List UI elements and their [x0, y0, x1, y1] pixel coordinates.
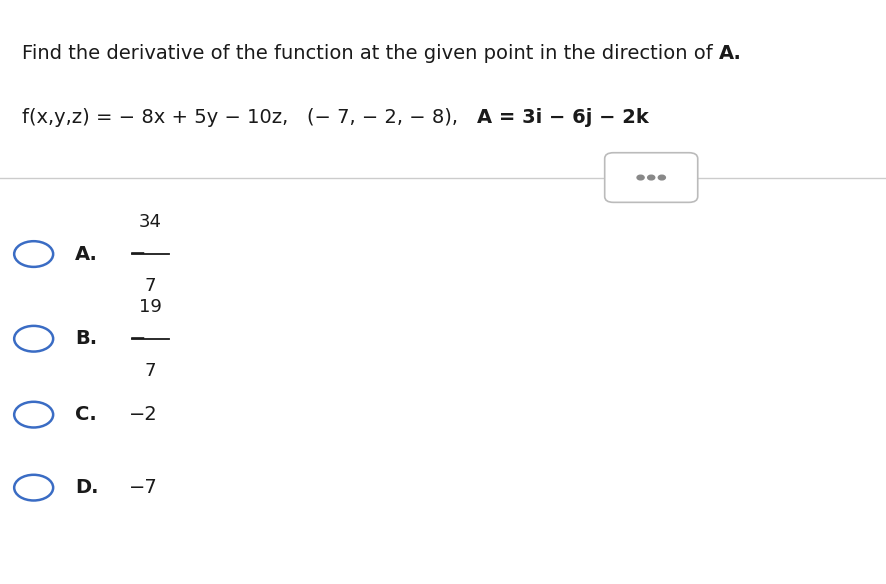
- Text: 34: 34: [139, 213, 162, 231]
- Text: −2: −2: [128, 405, 157, 424]
- Text: A = 3i − 6j − 2k: A = 3i − 6j − 2k: [477, 108, 649, 127]
- Text: A.: A.: [719, 44, 742, 63]
- Text: C.: C.: [75, 405, 97, 424]
- Text: Find the derivative of the function at the given point in the direction of: Find the derivative of the function at t…: [22, 44, 719, 63]
- Text: 19: 19: [139, 298, 162, 315]
- Text: −: −: [128, 329, 146, 349]
- Text: A.: A.: [75, 245, 98, 263]
- Text: B.: B.: [75, 329, 97, 348]
- Circle shape: [658, 175, 665, 180]
- Text: 7: 7: [144, 277, 156, 295]
- Text: 7: 7: [144, 362, 156, 380]
- FancyBboxPatch shape: [604, 153, 698, 203]
- Text: −: −: [128, 244, 146, 264]
- Text: f(x,y,z) = − 8x + 5y − 10z,   (− 7, − 2, − 8),: f(x,y,z) = − 8x + 5y − 10z, (− 7, − 2, −…: [22, 108, 477, 127]
- Circle shape: [648, 175, 655, 180]
- Text: −7: −7: [128, 478, 157, 497]
- Circle shape: [637, 175, 644, 180]
- Text: D.: D.: [75, 478, 99, 497]
